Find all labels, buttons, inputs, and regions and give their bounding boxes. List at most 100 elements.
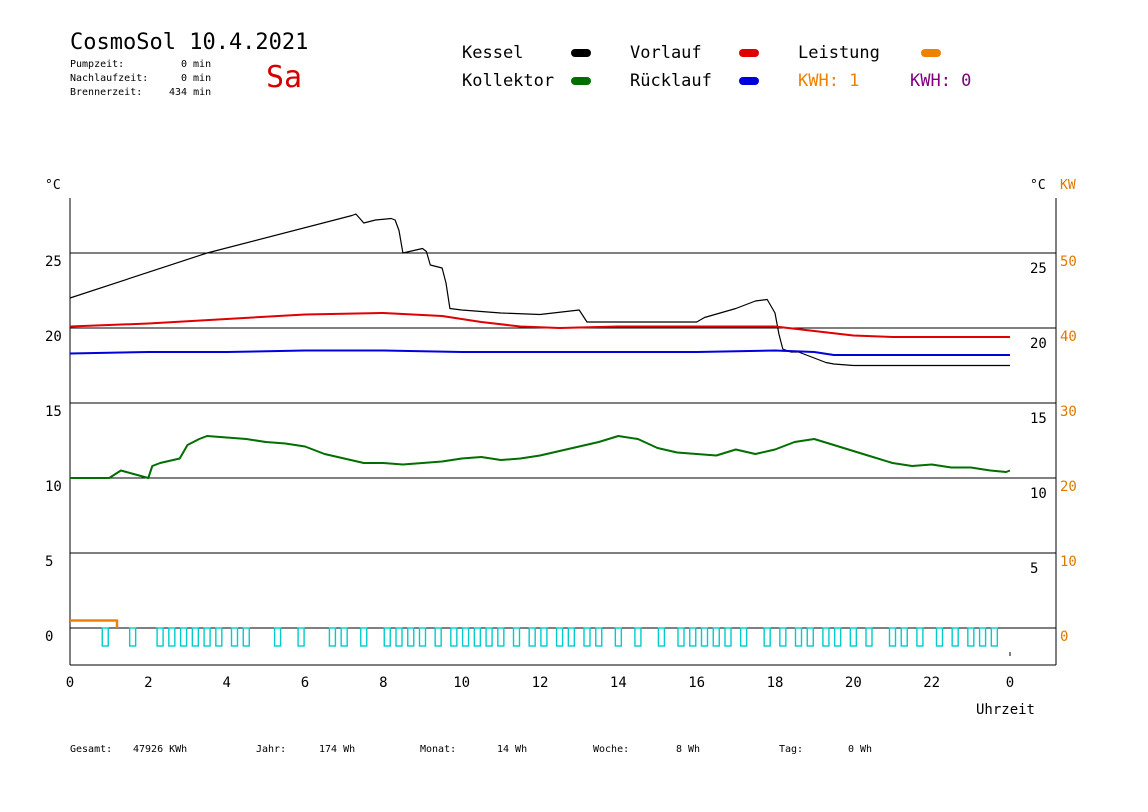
pump-pulse <box>340 627 348 647</box>
pump-pulse <box>297 627 305 647</box>
legend-ruecklauf-label: Rücklauf <box>630 71 712 91</box>
week-label: Woche: <box>593 744 630 755</box>
pump-pulse <box>724 627 732 647</box>
burner-time-value: 434 min <box>169 87 212 98</box>
week-value: 8 Wh <box>676 744 701 755</box>
pump-pulse <box>763 627 771 647</box>
pump-pulse <box>540 627 548 647</box>
x-tick-label: 2 <box>144 675 152 691</box>
pump-pulse <box>215 627 223 647</box>
year-value: 174 Wh <box>319 744 356 755</box>
day-label: Tag: <box>779 744 804 755</box>
pump-pulse <box>203 627 211 647</box>
right-kw-tick-label: 0 <box>1060 629 1068 645</box>
pump-pulse <box>242 627 250 647</box>
pump-pulse <box>434 627 442 647</box>
overrun-time-value: 0 min <box>181 73 212 84</box>
pump-pulses <box>101 627 999 647</box>
right-temp-tick-label: 15 <box>1030 411 1047 427</box>
legend-kollektor-swatch <box>571 77 591 85</box>
legend-kessel-label: Kessel <box>462 43 524 63</box>
pump-pulse <box>822 627 830 647</box>
x-tick-label: 14 <box>610 675 627 691</box>
x-tick-label: 18 <box>767 675 784 691</box>
left-axis-unit: °C <box>45 178 61 193</box>
axes <box>69 198 1057 666</box>
left-tick-label: 5 <box>45 554 53 570</box>
right-axis-unit-kw: KW <box>1060 178 1076 193</box>
pump-pulse <box>951 627 959 647</box>
pump-pulse <box>395 627 403 647</box>
pump-pulse <box>900 627 908 647</box>
pump-pulse <box>634 627 642 647</box>
pump-pulse <box>614 627 623 647</box>
right-temp-tick-label: 5 <box>1030 561 1038 577</box>
pump-pulse <box>273 627 282 647</box>
right-kw-tick-label: 50 <box>1060 254 1077 270</box>
pump-pulse <box>833 627 842 647</box>
right-temp-tick-label: 25 <box>1030 261 1047 277</box>
legend-ruecklauf-swatch <box>739 77 759 85</box>
pump-pulse <box>360 627 368 647</box>
x-tick-label: 12 <box>532 675 549 691</box>
pump-pulse <box>916 627 924 647</box>
x-tick-label: 10 <box>453 675 470 691</box>
x-tick-label: 20 <box>845 675 862 691</box>
pump-pulse <box>967 627 975 647</box>
pump-pulse <box>888 627 897 647</box>
pump-pulse <box>461 627 470 647</box>
total-value: 47926 KWh <box>133 744 188 755</box>
grid-lines <box>70 252 1056 629</box>
weekday-label: Sa <box>266 60 303 95</box>
pump-pulse <box>806 627 814 647</box>
series-kollektor <box>70 435 1011 479</box>
pump-pulse <box>407 627 415 647</box>
x-axis-title: Uhrzeit <box>976 702 1035 718</box>
left-tick-label: 20 <box>45 329 62 345</box>
right-temp-tick-label: 20 <box>1030 336 1047 352</box>
burner-time-label: Brennerzeit: <box>70 87 143 98</box>
pump-pulse <box>990 627 999 647</box>
right-temp-tick-label: 10 <box>1030 486 1047 502</box>
series-kessel <box>69 213 1010 367</box>
pump-pulse <box>865 627 873 647</box>
legend-vorlauf-label: Vorlauf <box>630 43 702 63</box>
series-vorlauf <box>69 312 1010 338</box>
legend-leistung-label: Leistung <box>798 43 880 63</box>
pump-pulse <box>567 627 576 647</box>
legend-leistung-swatch <box>921 49 941 57</box>
pump-pulse <box>473 627 482 647</box>
day-value: 0 Wh <box>848 744 873 755</box>
pump-time-label: Pumpzeit: <box>70 59 125 70</box>
pump-pulse <box>497 627 505 647</box>
year-label: Jahr: <box>256 744 287 755</box>
pump-pulse <box>168 627 176 647</box>
pump-pulse <box>485 627 493 647</box>
pump-pulse <box>179 627 188 647</box>
pump-pulse <box>978 627 987 647</box>
overrun-time-label: Nachlaufzeit: <box>70 73 149 84</box>
x-tick-label: 16 <box>688 675 705 691</box>
pump-pulse <box>595 627 603 647</box>
pump-pulse <box>128 627 137 647</box>
x-tick-label: 4 <box>222 675 230 691</box>
x-tick-label: 22 <box>923 675 940 691</box>
x-tick-label: 0 <box>66 675 74 691</box>
chart-title: CosmoSol 10.4.2021 <box>70 30 309 55</box>
pump-pulse <box>657 627 666 647</box>
month-label: Monat: <box>420 744 457 755</box>
pump-time-value: 0 min <box>181 59 212 70</box>
pump-pulse <box>191 627 200 647</box>
pump-pulse <box>101 627 109 647</box>
pump-pulse <box>935 627 944 647</box>
series-leistung <box>70 619 119 628</box>
pump-pulse <box>739 627 748 647</box>
tick-labels: °C °C KW 0 5 10 15 20 25 5 10 15 20 25 0 10 20 30 40 50 0 2 4 6… <box>45 178 1077 718</box>
left-tick-label: 0 <box>45 629 53 645</box>
right-kw-tick-label: 10 <box>1060 554 1077 570</box>
left-tick-label: 15 <box>45 404 62 420</box>
pump-pulse <box>328 627 337 647</box>
left-tick-label: 10 <box>45 479 62 495</box>
right-kw-tick-label: 40 <box>1060 329 1077 345</box>
